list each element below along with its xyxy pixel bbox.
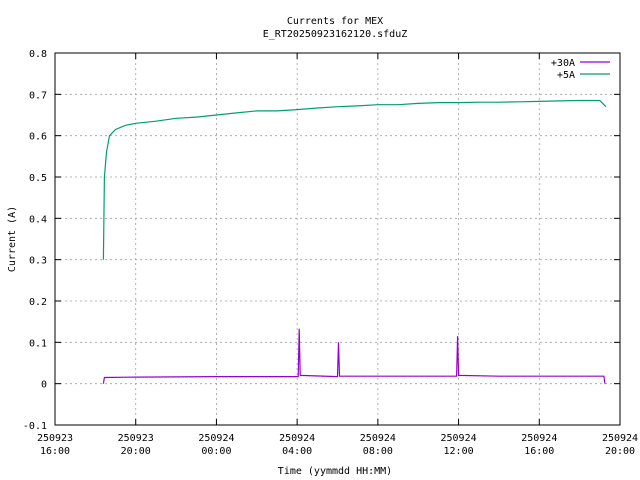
legend: +30A+5A xyxy=(551,58,610,81)
x-tick-date-label: 250924 xyxy=(441,433,477,444)
x-tick-time-label: 20:00 xyxy=(121,446,151,457)
y-tick-label: -0.1 xyxy=(23,421,47,432)
y-tick-label: 0.5 xyxy=(29,173,47,184)
x-tick-time-label: 20:00 xyxy=(605,446,635,457)
grid-lines xyxy=(55,53,620,425)
x-axis-label: Time (yymmdd HH:MM) xyxy=(278,466,392,477)
series-line-5a xyxy=(102,99,607,260)
legend-label: +5A xyxy=(557,70,575,81)
x-tick-date-label: 250924 xyxy=(521,433,557,444)
y-tick-label: 0.6 xyxy=(29,132,47,143)
x-tick-date-label: 250924 xyxy=(198,433,234,444)
chart-title: Currents for MEX xyxy=(287,16,383,27)
x-tick-time-label: 16:00 xyxy=(524,446,554,457)
legend-label: +30A xyxy=(551,58,575,69)
x-tick-time-label: 04:00 xyxy=(282,446,312,457)
x-tick-time-label: 12:00 xyxy=(444,446,474,457)
y-tick-label: 0.8 xyxy=(29,49,47,60)
x-tick-time-label: 00:00 xyxy=(201,446,231,457)
y-tick-label: 0.2 xyxy=(29,297,47,308)
x-tick-date-label: 250923 xyxy=(118,433,154,444)
x-tick-date-label: 250924 xyxy=(360,433,396,444)
y-tick-label: 0.3 xyxy=(29,256,47,267)
x-tick-date-label: 250924 xyxy=(602,433,638,444)
y-tick-label: 0.4 xyxy=(29,214,47,225)
y-tick-label: 0.1 xyxy=(29,338,47,349)
plot-border xyxy=(54,52,621,426)
x-tick-date-label: 250923 xyxy=(37,433,73,444)
tick-layer: -0.1 0 0.1 0.2 0.3 0.4 0.5 0.6 0.7 0.8 250923 16:00… xyxy=(23,49,638,457)
series-layer xyxy=(102,99,607,384)
y-tick-label: 0 xyxy=(41,380,47,391)
series-line-30a xyxy=(102,328,606,384)
x-tick-time-label: 16:00 xyxy=(40,446,70,457)
y-tick-label: 0.7 xyxy=(29,90,47,101)
y-axis-label: Current (A) xyxy=(7,206,18,272)
x-tick-date-label: 250924 xyxy=(279,433,315,444)
chart-subtitle: E_RT20250923162120.sfduZ xyxy=(263,29,408,40)
x-tick-time-label: 08:00 xyxy=(363,446,393,457)
